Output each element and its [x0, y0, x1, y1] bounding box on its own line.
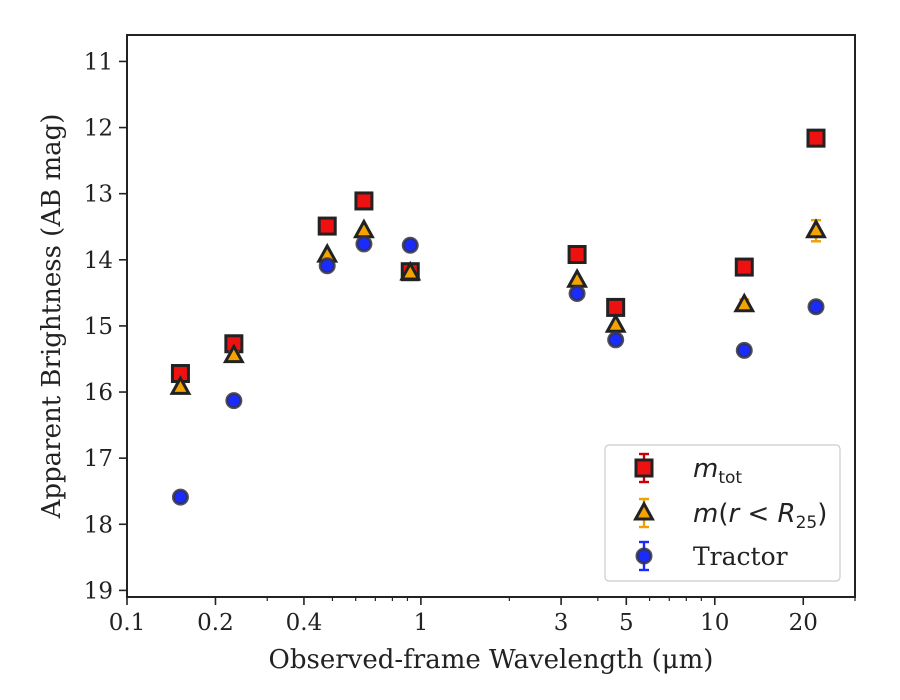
legend-marker-circle — [635, 547, 653, 565]
data-point-triangle — [566, 267, 589, 288]
legend-entry: mtot — [634, 452, 742, 488]
data-point-square — [354, 191, 374, 211]
y-tick-label: 13 — [84, 182, 113, 208]
data-point-square — [734, 257, 754, 277]
y-tick-label: 18 — [84, 512, 113, 538]
y-tick-label: 16 — [84, 380, 113, 406]
x-tick-label: 0.1 — [109, 610, 146, 636]
legend-label: Tractor — [693, 542, 788, 571]
data-point-triangle — [805, 218, 827, 239]
legend-entry: Tractor — [635, 540, 788, 572]
data-point-triangle — [222, 343, 245, 364]
legend-marker-triangle — [633, 500, 655, 521]
plot-frame — [126, 34, 856, 598]
legend-entry: m(r < R25) — [633, 497, 827, 533]
data-point-square — [806, 128, 826, 148]
data-point-square — [567, 245, 587, 265]
plot-area — [169, 128, 827, 506]
data-point-circle — [318, 257, 336, 275]
y-tick-label: 15 — [84, 314, 113, 340]
data-point-circle — [568, 285, 586, 303]
x-axis-label: Observed-frame Wavelength (μm) — [269, 645, 714, 675]
data-point-triangle — [733, 292, 756, 313]
x-tick-label: 0.2 — [197, 610, 234, 636]
legend-label: mtot — [693, 454, 742, 488]
y-tick-label: 17 — [84, 446, 113, 472]
y-tick-label: 11 — [84, 49, 113, 75]
data-point-circle — [735, 341, 753, 359]
data-point-square — [317, 216, 337, 236]
legend-entries: mtot m(r < R25) Tractor — [633, 452, 827, 572]
data-point-triangle — [399, 260, 422, 281]
data-point-circle — [171, 488, 189, 506]
y-tick-label: 19 — [84, 578, 113, 604]
y-tick-label: 12 — [84, 116, 113, 142]
legend-box — [604, 444, 841, 582]
x-tick-label: 5 — [619, 610, 634, 636]
data-point-circle — [355, 235, 373, 253]
series-square — [170, 128, 826, 384]
legend-marker-square — [634, 458, 654, 478]
y-axis-label: Apparent Brightness (AB mag) — [37, 114, 67, 520]
y-tick-label: 14 — [84, 248, 113, 274]
series-triangle — [169, 218, 827, 395]
data-point-triangle — [604, 312, 627, 333]
legend-label: m(r < R25) — [693, 499, 827, 533]
x-tick-label: 20 — [789, 610, 818, 636]
legend: mtot m(r < R25) Tractor — [604, 444, 841, 582]
series-circle — [171, 235, 825, 506]
data-point-circle — [807, 298, 825, 316]
x-tick-label: 3 — [554, 610, 569, 636]
data-point-circle — [607, 331, 625, 349]
x-tick-label: 10 — [700, 610, 729, 636]
x-tick-label: 1 — [414, 610, 429, 636]
x-tick-label: 0.4 — [286, 610, 323, 636]
data-point-circle — [401, 236, 419, 254]
data-point-circle — [225, 392, 243, 410]
data-point-triangle — [169, 375, 192, 395]
data-point-triangle — [352, 218, 375, 239]
